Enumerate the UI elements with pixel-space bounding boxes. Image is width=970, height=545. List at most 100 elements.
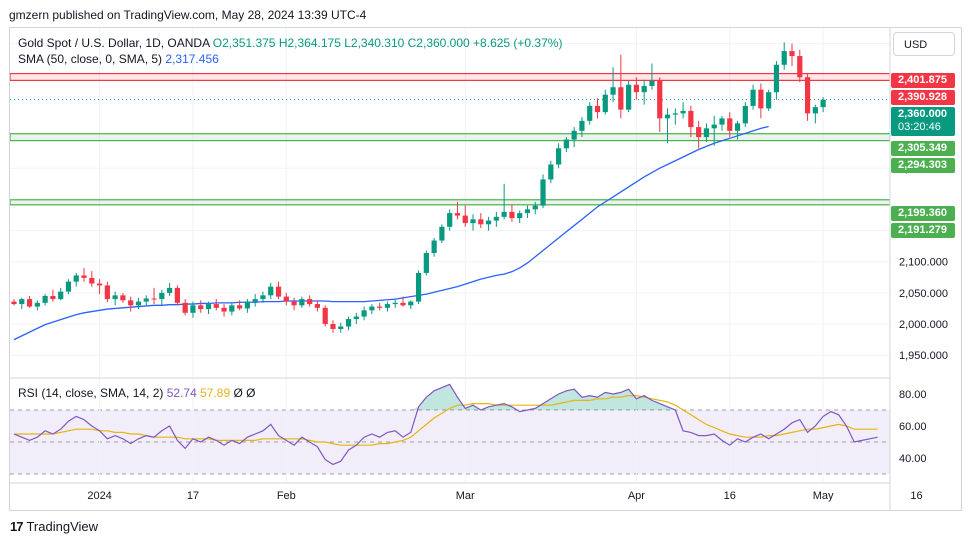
- candle-body: [789, 51, 795, 57]
- rsi-overbought-fill: [581, 395, 590, 410]
- candle-body: [307, 299, 313, 305]
- candle-body: [384, 304, 391, 308]
- candle: [50, 289, 56, 302]
- candle: [260, 291, 266, 303]
- candle: [314, 300, 321, 312]
- rsi-overbought-fill: [659, 403, 668, 410]
- candle-body: [703, 128, 710, 138]
- candle: [719, 115, 725, 131]
- candle-body: [742, 105, 748, 124]
- candle-body: [454, 213, 461, 216]
- candle: [205, 301, 212, 315]
- candle-body: [750, 89, 756, 106]
- chart-frame: [9, 27, 962, 511]
- candle: [742, 102, 748, 128]
- candle: [408, 300, 414, 310]
- candle: [493, 211, 499, 227]
- candle-body: [151, 298, 157, 300]
- candle-body: [268, 286, 274, 296]
- candle: [268, 282, 274, 300]
- candle: [664, 108, 671, 144]
- candle: [610, 67, 616, 103]
- footer[interactable]: 17 TradingView: [10, 519, 98, 534]
- close-value: C2,360.000: [407, 36, 470, 50]
- candle: [820, 97, 826, 113]
- candle-body: [423, 252, 429, 273]
- rsi-overbought-fill: [566, 389, 575, 410]
- candle: [781, 42, 787, 70]
- candle: [151, 287, 157, 305]
- candle-body: [447, 213, 453, 227]
- candle-body: [556, 148, 562, 165]
- candle-body: [314, 304, 321, 308]
- candle-body: [89, 277, 95, 284]
- candle: [229, 302, 235, 316]
- candle: [81, 267, 87, 282]
- candle-body: [641, 85, 647, 93]
- candle-body: [657, 80, 663, 119]
- candle-body: [664, 114, 671, 119]
- candle-body: [509, 211, 515, 219]
- candle-body: [260, 295, 266, 300]
- candle: [252, 294, 258, 307]
- candle-body: [81, 275, 87, 278]
- candle: [167, 282, 173, 296]
- rsi-overbought-fill: [636, 395, 645, 410]
- candle: [649, 63, 655, 90]
- rsi-chart[interactable]: [10, 378, 890, 482]
- candle: [384, 301, 391, 312]
- high-value: H2,364.175: [278, 36, 341, 50]
- candle: [734, 120, 741, 140]
- candle-body: [65, 281, 72, 292]
- candle-body: [478, 219, 484, 225]
- candle: [415, 270, 422, 305]
- tradingview-logo-icon: 17: [10, 519, 24, 534]
- candle: [571, 127, 577, 148]
- candle: [120, 292, 126, 303]
- candle: [213, 299, 219, 311]
- candle-body: [688, 110, 694, 128]
- candle: [641, 79, 647, 105]
- rsi-extra-2: Ø: [246, 386, 256, 400]
- rsi-overbought-fill: [410, 406, 419, 410]
- candle: [96, 279, 103, 295]
- candle-body: [112, 295, 118, 300]
- footer-brand: TradingView: [26, 519, 99, 534]
- candle-body: [680, 110, 686, 114]
- rsi-ma-line: [14, 395, 878, 446]
- candle-body: [548, 164, 554, 180]
- rsi-overbought-fill: [449, 384, 458, 410]
- candle: [65, 279, 72, 295]
- candle: [182, 299, 188, 316]
- rsi-overbought-fill: [597, 392, 606, 410]
- candle: [377, 302, 383, 311]
- candle: [291, 297, 297, 311]
- candle: [307, 295, 313, 307]
- candle: [478, 213, 484, 229]
- price-chart[interactable]: [10, 28, 890, 377]
- candle-body: [812, 107, 818, 114]
- candle: [11, 299, 17, 306]
- candle-body: [26, 299, 33, 307]
- candle-body: [167, 287, 173, 293]
- candle-body: [719, 118, 725, 125]
- candle-body: [431, 240, 437, 253]
- candle: [369, 304, 375, 315]
- candle: [556, 143, 562, 169]
- candle-body: [587, 105, 593, 121]
- candle-body: [174, 287, 180, 303]
- candle: [400, 296, 406, 307]
- currency-button[interactable]: USD: [893, 32, 955, 56]
- candle-body: [696, 127, 702, 138]
- candle: [353, 312, 359, 325]
- candle: [587, 102, 593, 125]
- last-price-value: 2,360.000: [898, 108, 947, 120]
- price-legend: Gold Spot / U.S. Dollar, 1D, OANDA O2,35…: [18, 36, 562, 50]
- candle-body: [571, 130, 577, 140]
- candle: [221, 304, 227, 317]
- candle: [454, 201, 461, 220]
- candle-body: [517, 213, 523, 219]
- candle-body: [618, 87, 624, 110]
- candle-body: [50, 295, 56, 300]
- candle: [517, 210, 523, 224]
